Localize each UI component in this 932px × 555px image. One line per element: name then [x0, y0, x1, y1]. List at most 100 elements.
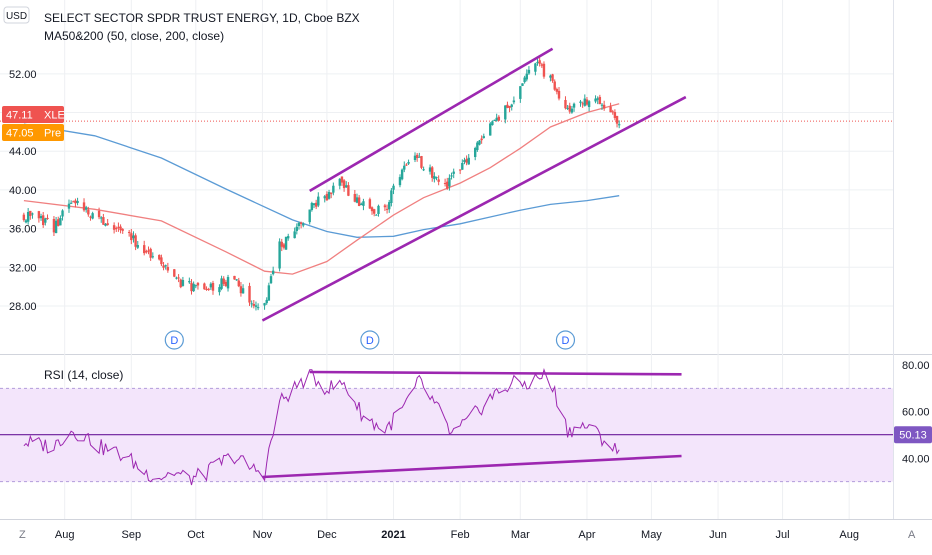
candle	[209, 282, 213, 290]
rsi-trendline[interactable]	[262, 454, 682, 479]
candle	[510, 103, 513, 111]
rsi-trendlines[interactable]	[262, 370, 682, 479]
candle	[192, 281, 195, 292]
candle-body	[205, 288, 208, 290]
rsi-tick-label: 80.00	[902, 360, 930, 372]
candle-body	[209, 283, 213, 288]
candle	[594, 95, 597, 104]
time-axis-labels: Aug Sep Oct Nov Dec 2021 Feb Mar Apr May Jun Jul Aug	[55, 529, 859, 541]
candle-body	[491, 121, 494, 126]
dividend-marker[interactable]: D	[360, 330, 380, 350]
price-trendline[interactable]	[261, 95, 687, 322]
dividend-marker[interactable]: D	[555, 330, 576, 350]
candle	[611, 109, 614, 115]
ma-indicator-legend[interactable]: MA50&200 (50, close, 200, close)	[44, 29, 224, 43]
candle-body	[347, 185, 350, 196]
candle-body	[222, 278, 225, 284]
candle	[549, 74, 552, 82]
candle-body	[420, 156, 423, 168]
candle-body	[74, 200, 77, 204]
candle	[308, 209, 311, 225]
candle	[555, 87, 559, 95]
candle-body	[480, 138, 483, 141]
candle	[372, 208, 376, 217]
candle-body	[100, 217, 103, 219]
candle-body	[44, 218, 47, 223]
candle	[458, 169, 462, 175]
candle-body	[551, 74, 554, 81]
candle	[525, 69, 528, 82]
candle	[452, 168, 455, 179]
price-trendline[interactable]	[309, 47, 554, 193]
candle-body	[72, 201, 75, 203]
rsi-trendline[interactable]	[309, 370, 682, 376]
candle	[342, 179, 346, 192]
candle	[136, 241, 139, 249]
candle-body	[542, 63, 546, 77]
candle	[538, 57, 541, 67]
candle	[521, 83, 524, 87]
dividend-marker[interactable]: D	[164, 330, 184, 350]
candle-body	[446, 181, 449, 189]
candle-body	[297, 222, 301, 226]
candle	[353, 189, 357, 203]
candle	[205, 286, 208, 291]
candle	[370, 206, 374, 215]
candle-body	[134, 235, 137, 247]
candle-body	[52, 218, 56, 233]
candle-body	[192, 283, 195, 292]
candle-body	[102, 217, 105, 225]
rsi-indicator-legend[interactable]: RSI (14, close)	[44, 368, 123, 382]
candle	[143, 240, 146, 256]
candle-body	[280, 241, 283, 247]
currency-badge[interactable]: USD	[3, 6, 30, 24]
price-tick-label: 52.00	[9, 69, 37, 81]
candle-body	[190, 282, 193, 292]
candle-body	[287, 236, 290, 239]
candle-body	[323, 196, 326, 199]
candle-body	[250, 303, 253, 305]
rsi-axis-labels: 40.00 60.00 80.00	[902, 360, 930, 465]
candle	[82, 198, 86, 212]
auto-scale-button[interactable]: A	[908, 529, 916, 541]
time-tick-label: Jun	[709, 529, 727, 541]
candle	[26, 208, 30, 225]
candle-body	[615, 115, 619, 124]
dividend-circle	[360, 330, 380, 350]
candle-body	[207, 288, 210, 290]
candle-body	[166, 267, 170, 271]
candle	[508, 105, 511, 113]
candle-body	[310, 202, 314, 211]
candle-body	[570, 108, 574, 113]
candle-body	[97, 210, 101, 218]
candle	[362, 198, 365, 211]
time-tick-label: Sep	[122, 529, 142, 541]
price-trendlines[interactable]	[261, 47, 687, 322]
time-tick-label: Mar	[511, 529, 530, 541]
candle-body	[377, 205, 380, 214]
candle	[265, 297, 268, 305]
candle-body	[467, 157, 470, 165]
symbol-title[interactable]: SELECT SECTOR SPDR TRUST ENERGY, 1D, Cbo…	[44, 11, 360, 25]
candle-body	[314, 202, 318, 207]
candle-body	[388, 202, 391, 210]
dividend-label: D	[366, 335, 374, 347]
candle-body	[265, 299, 268, 304]
candle-body	[293, 231, 296, 239]
candle	[69, 200, 73, 204]
timezone-button[interactable]: Z	[19, 529, 26, 541]
ma200-line	[23, 123, 620, 238]
candle-body	[254, 305, 258, 307]
candle	[87, 206, 90, 217]
price-tick-label: 32.00	[9, 262, 37, 274]
candle	[104, 223, 107, 227]
candle	[39, 213, 43, 221]
candle	[400, 168, 404, 181]
candle	[177, 274, 180, 283]
candle	[72, 200, 75, 203]
candle	[203, 282, 206, 290]
candle-body	[617, 124, 621, 126]
